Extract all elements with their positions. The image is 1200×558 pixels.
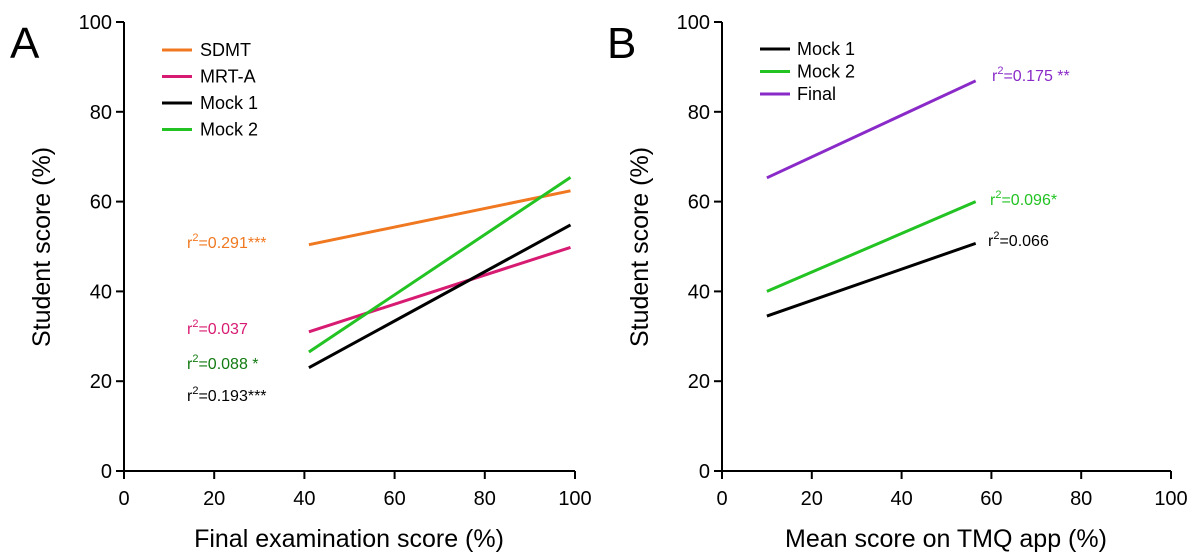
y-tick-label: 40 [688, 281, 710, 303]
legend-label: Mock 1 [200, 93, 258, 113]
series-line-mock-2 [308, 176, 572, 354]
y-axis-title: Student score (%) [28, 147, 56, 347]
series-line-mock-1 [308, 223, 572, 370]
y-tick-label: 80 [90, 102, 112, 124]
legend-label: Mock 2 [200, 120, 258, 140]
legend-label: Final [797, 84, 836, 104]
legend-label: Mock 1 [797, 39, 855, 59]
y-tick-label: 100 [677, 12, 710, 34]
r-squared-annotation: r2=0.096* [990, 189, 1057, 209]
panel-a: A 0 20 40 60 80 100 0 20 40 60 80 100 Final examinati… [10, 12, 592, 553]
panel-label: B [607, 19, 636, 68]
y-tick-label: 20 [688, 371, 710, 393]
x-tick-label: 100 [1154, 488, 1187, 510]
legend-label: MRT-A [200, 67, 256, 87]
y-tick-label: 60 [90, 192, 112, 214]
y-tick-label: 0 [699, 461, 710, 483]
r-squared-annotation: r2=0.291*** [187, 232, 267, 252]
series-line-mock-2 [766, 200, 977, 293]
x-tick-label: 80 [1070, 488, 1092, 510]
r-squared-annotation: r2=0.175 ** [992, 65, 1070, 85]
x-tick-label: 0 [716, 488, 727, 510]
series-line-final [766, 79, 977, 180]
x-tick-label: 80 [474, 488, 496, 510]
y-tick-label: 0 [101, 461, 112, 483]
panel-b: B 0 20 40 60 80 100 0 20 40 60 80 100 Mean score on T… [607, 12, 1188, 553]
x-tick-label: 0 [118, 488, 129, 510]
x-tick-label: 20 [203, 488, 225, 510]
series-line-sdmt [308, 189, 571, 247]
x-tick-label: 40 [293, 488, 315, 510]
x-axis-title: Final examination score (%) [194, 525, 504, 553]
y-tick-label: 100 [79, 12, 112, 34]
x-tick-label: 20 [801, 488, 823, 510]
series-line-mrt-a [308, 245, 571, 334]
legend-label: Mock 2 [797, 62, 855, 82]
legend-label: SDMT [200, 40, 251, 60]
x-axis-title: Mean score on TMQ app (%) [785, 525, 1107, 553]
x-tick-label: 60 [383, 488, 405, 510]
x-tick-label: 60 [980, 488, 1002, 510]
series-line-mock-1 [766, 241, 977, 318]
x-tick-label: 40 [890, 488, 912, 510]
y-tick-label: 80 [688, 102, 710, 124]
y-tick-label: 60 [688, 192, 710, 214]
r-squared-annotation: r2=0.066 [988, 230, 1049, 250]
r-squared-annotation: r2=0.037 [187, 318, 248, 338]
r-squared-annotation: r2=0.193*** [187, 385, 267, 405]
x-tick-label: 100 [558, 488, 591, 510]
panel-label: A [10, 19, 40, 68]
y-tick-label: 20 [90, 371, 112, 393]
y-axis-title: Student score (%) [626, 147, 654, 347]
y-tick-label: 40 [90, 281, 112, 303]
r-squared-annotation: r2=0.088 * [187, 353, 259, 373]
